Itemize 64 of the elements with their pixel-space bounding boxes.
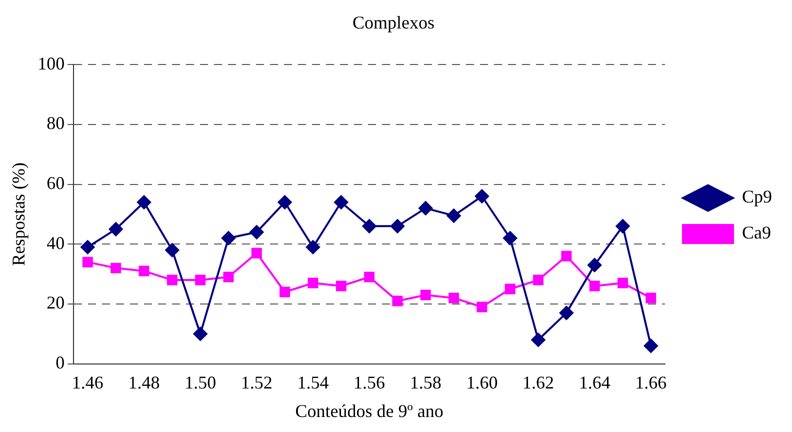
point — [448, 292, 460, 304]
point — [446, 208, 461, 223]
point — [250, 225, 264, 240]
point — [616, 219, 630, 234]
x-tick-label: 1.64 — [578, 372, 610, 392]
x-axis-title: Conteúdos de 9º ano — [295, 400, 444, 421]
chart-title: Complexos — [352, 12, 435, 33]
y-tick-label: 40 — [46, 232, 65, 253]
point — [531, 332, 546, 347]
point — [80, 240, 95, 254]
x-tick-label: 1.56 — [354, 372, 386, 392]
point — [533, 274, 544, 286]
point — [644, 338, 658, 353]
point — [306, 240, 320, 254]
point — [476, 302, 488, 312]
point — [618, 278, 628, 288]
point — [392, 296, 403, 306]
x-tick-label: 1.46 — [72, 372, 104, 392]
point — [137, 195, 152, 210]
point — [82, 256, 93, 268]
point — [418, 201, 433, 216]
point — [223, 272, 234, 282]
point — [390, 219, 404, 234]
point — [559, 306, 574, 320]
legend-label: Ca9 — [742, 222, 771, 243]
point — [138, 266, 150, 276]
y-tick-label: 100 — [38, 53, 65, 74]
point — [364, 272, 375, 282]
x-tick-label: 1.66 — [635, 372, 667, 392]
point — [504, 284, 516, 294]
x-tick-label: 1.60 — [466, 372, 498, 392]
y-tick-label: 20 — [46, 292, 65, 313]
point — [334, 195, 348, 210]
y-tick-label: 60 — [46, 173, 65, 194]
y-tick-label: 80 — [46, 113, 65, 134]
point — [474, 189, 489, 204]
point — [646, 292, 656, 304]
point — [278, 195, 292, 210]
x-tick-label: 1.52 — [240, 372, 272, 392]
point — [193, 326, 208, 341]
x-tick-label: 1.54 — [297, 372, 329, 392]
point — [165, 243, 180, 258]
y-tick-label: 0 — [56, 352, 65, 373]
x-tick-label: 1.48 — [128, 372, 160, 392]
point — [280, 286, 290, 298]
point — [108, 222, 123, 236]
x-tick-label: 1.62 — [522, 372, 554, 392]
point — [251, 248, 262, 258]
legend-label: Cp9 — [742, 186, 772, 207]
point — [588, 258, 602, 272]
point — [336, 280, 346, 292]
point — [420, 290, 431, 300]
point — [166, 274, 178, 286]
point — [308, 278, 318, 288]
point — [503, 231, 518, 246]
point — [221, 231, 236, 246]
y-axis-title: Respostas (%) — [8, 162, 29, 266]
point — [589, 280, 600, 292]
point — [195, 274, 206, 286]
x-tick-label: 1.50 — [184, 372, 216, 392]
point — [362, 219, 376, 234]
x-tick-label: 1.58 — [410, 372, 442, 392]
point — [561, 250, 572, 262]
point — [110, 262, 122, 274]
